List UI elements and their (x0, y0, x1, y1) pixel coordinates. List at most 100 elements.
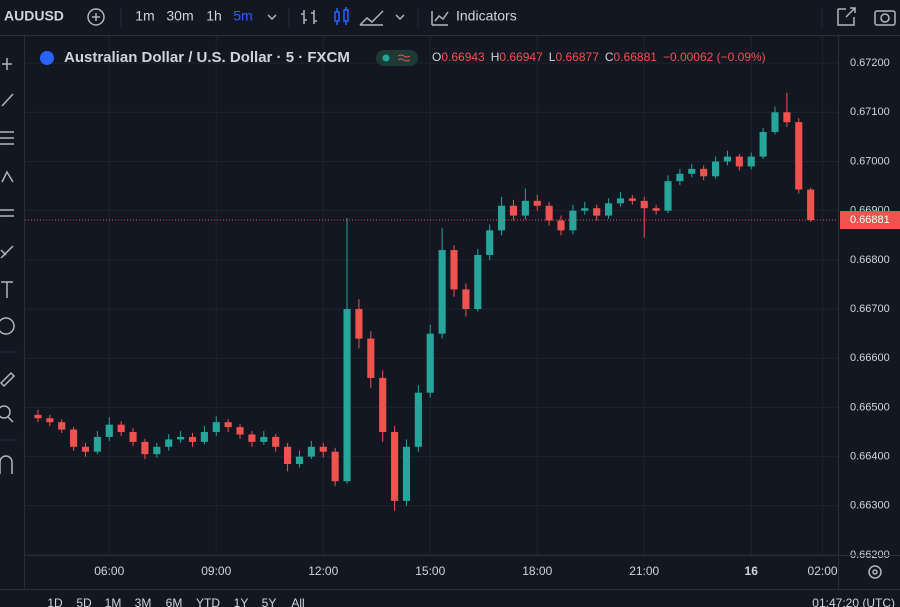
snapshot-button[interactable] (874, 10, 896, 26)
candle-body (93, 436, 101, 452)
candle-body (177, 436, 185, 440)
candle-body (688, 168, 696, 174)
candle-body (212, 422, 220, 433)
candle-body (46, 418, 54, 423)
candle-body (569, 210, 577, 231)
candle-body (676, 173, 684, 182)
range-button[interactable]: 3M (135, 596, 152, 607)
candle-body (498, 205, 506, 231)
range-button[interactable]: 5D (76, 596, 92, 607)
candle-body (391, 432, 399, 501)
candle-body (533, 200, 541, 206)
range-button[interactable]: 1M (105, 596, 122, 607)
range-button[interactable]: 1D (47, 596, 63, 607)
interval-menu[interactable] (267, 14, 277, 21)
range-button[interactable]: All (291, 596, 304, 607)
type-menu[interactable] (395, 14, 405, 21)
ohlc-legend: O0.66943 H0.66947 L0.66877 C0.66881 −0.00062… (432, 50, 766, 64)
candle-body (557, 220, 565, 231)
fullscreen-button[interactable] (837, 7, 856, 26)
bar-type[interactable] (301, 10, 317, 24)
x-tick-label: 15:00 (415, 564, 445, 578)
candle-body (640, 200, 648, 209)
close-key: C (605, 50, 614, 64)
y-tick-label: 0.66800 (850, 254, 890, 266)
x-tick-label: 16 (745, 564, 759, 578)
candle-body (248, 434, 256, 442)
candle-body (58, 422, 66, 430)
low-key: L (549, 50, 556, 64)
candle-body (711, 161, 720, 177)
clock: 01:47:20 (UTC) (812, 596, 895, 607)
candle-body (81, 446, 90, 452)
interval-button[interactable]: 30m (166, 8, 193, 24)
candle-body (117, 424, 125, 433)
y-tick-label: 0.66700 (850, 303, 890, 315)
indicators-button[interactable]: Indicators (456, 8, 517, 24)
candle-body (260, 436, 268, 442)
candle-body (34, 414, 42, 419)
y-tick-label: 0.66600 (850, 352, 890, 364)
interval-button[interactable]: 1m (135, 8, 154, 24)
candle-body (343, 309, 351, 482)
candle-body (414, 392, 422, 447)
range-button[interactable]: 1Y (234, 596, 249, 607)
candle-body (141, 441, 149, 455)
area-type[interactable] (359, 10, 384, 26)
symbol[interactable]: AUDUSD (4, 8, 64, 24)
candle-type[interactable] (334, 7, 349, 25)
indicators-icon[interactable] (431, 11, 449, 26)
candle-body (367, 338, 375, 378)
candle-body (272, 436, 280, 447)
candle-body (700, 168, 708, 177)
y-tick-label: 0.66400 (850, 451, 890, 463)
candle-body (450, 250, 458, 290)
candle-body (795, 122, 803, 190)
candle-body (486, 230, 494, 255)
open-value: 0.66943 (441, 50, 485, 64)
candle-body (188, 436, 197, 442)
candle-body (402, 446, 411, 501)
compare-button[interactable] (87, 8, 105, 26)
candle-body (355, 309, 363, 339)
candle-body (652, 208, 660, 211)
high-value: 0.66947 (499, 50, 543, 64)
flag-icon (40, 51, 54, 65)
change-value: −0.00062 (−0.09%) (663, 50, 766, 64)
x-tick-label: 18:00 (522, 564, 552, 578)
status-wave (397, 54, 411, 62)
candle-body (426, 333, 434, 393)
close-value: 0.66881 (614, 50, 658, 64)
market-status[interactable] (376, 50, 418, 66)
candle-body (545, 205, 553, 221)
plot: 0.66200 0.66300 0.66400 0.66500 0.66600 0.667… (25, 36, 900, 578)
candle-body (462, 289, 470, 310)
candle-body (438, 250, 446, 334)
interval-button[interactable]: 1h (206, 8, 222, 24)
x-tick-label: 12:00 (308, 564, 338, 578)
y-tick-label: 0.66300 (850, 500, 890, 512)
interval-button[interactable]: 5m (233, 8, 252, 24)
candle-body (153, 446, 161, 455)
candle-body (129, 432, 137, 442)
candle-body (759, 131, 767, 157)
range-button[interactable]: 6M (166, 596, 183, 607)
status-dot (382, 54, 390, 62)
settings-button[interactable] (868, 565, 882, 579)
open-key: O (432, 50, 441, 64)
drawing-tools[interactable] (0, 58, 16, 474)
candle-body (284, 446, 292, 465)
x-tick-label: 06:00 (94, 564, 124, 578)
y-tick-label: 0.67100 (850, 106, 890, 118)
candle-body (771, 112, 779, 132)
candle-body (331, 451, 339, 482)
range-button[interactable]: YTD (196, 596, 220, 607)
candle-body (521, 200, 529, 216)
y-tick-label: 0.66200 (850, 549, 890, 561)
candle-body (628, 198, 636, 201)
candle-body (593, 208, 601, 216)
interval-group: 1m 30m 1h 5m (135, 8, 252, 24)
range-button[interactable]: 5Y (262, 596, 277, 607)
